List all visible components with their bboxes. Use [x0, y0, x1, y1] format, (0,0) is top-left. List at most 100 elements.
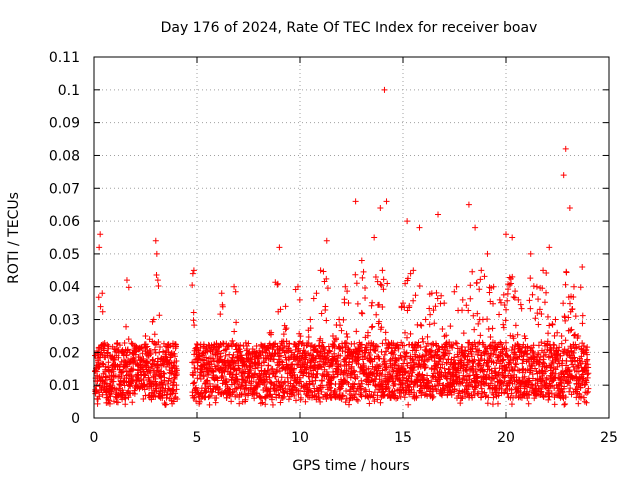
roti-marker: [384, 377, 391, 384]
roti-marker: [365, 381, 372, 388]
roti-marker: [462, 347, 469, 354]
roti-point: [158, 355, 165, 362]
roti-marker: [242, 339, 249, 346]
roti-point: [301, 342, 308, 349]
roti-marker: [474, 310, 481, 317]
roti-marker: [155, 339, 162, 346]
roti-point: [97, 231, 104, 238]
roti-marker: [426, 321, 433, 328]
roti-marker: [384, 280, 391, 287]
roti-marker: [451, 385, 458, 392]
roti-marker: [476, 286, 483, 293]
roti-marker: [463, 367, 470, 374]
roti-marker: [358, 309, 365, 316]
roti-marker: [217, 350, 224, 357]
roti-marker: [561, 401, 568, 408]
roti-marker: [510, 335, 517, 342]
roti-point: [323, 237, 330, 244]
roti-marker: [238, 391, 245, 398]
roti-marker: [390, 368, 397, 375]
roti-marker: [431, 320, 438, 327]
roti-marker: [111, 356, 118, 363]
roti-marker: [125, 394, 132, 401]
roti-marker: [354, 373, 361, 380]
roti-marker: [538, 339, 545, 346]
roti-marker: [379, 367, 386, 374]
roti-marker: [372, 364, 379, 371]
roti-marker: [428, 347, 435, 354]
roti-marker: [292, 397, 299, 404]
roti-marker: [107, 393, 114, 400]
roti-marker: [312, 374, 319, 381]
roti-marker: [272, 340, 279, 347]
roti-marker: [231, 366, 238, 373]
roti-point: [218, 290, 225, 297]
roti-marker: [270, 341, 277, 348]
roti-marker: [376, 318, 383, 325]
roti-point: [235, 342, 242, 349]
roti-point: [472, 224, 479, 231]
roti-marker: [197, 375, 204, 382]
roti-marker: [562, 337, 569, 344]
roti-marker: [418, 322, 425, 329]
roti-marker: [442, 340, 449, 347]
roti-marker: [424, 333, 431, 340]
roti-marker: [297, 387, 304, 394]
roti-marker: [385, 385, 392, 392]
roti-marker: [217, 311, 224, 318]
roti-marker: [440, 382, 447, 389]
roti-marker: [280, 331, 287, 338]
y-tick-label: 0.02: [49, 345, 80, 361]
roti-marker: [463, 302, 470, 309]
roti-point: [202, 349, 209, 356]
y-tick-label: 0: [71, 411, 80, 427]
roti-point: [128, 355, 135, 362]
roti-marker: [269, 401, 276, 408]
roti-marker: [129, 367, 136, 374]
roti-point: [389, 349, 396, 356]
roti-marker: [498, 341, 505, 348]
roti-marker: [318, 310, 325, 317]
roti-marker: [475, 361, 482, 368]
roti-marker: [366, 400, 373, 407]
roti-marker: [490, 375, 497, 382]
roti-marker: [156, 312, 163, 319]
roti-marker: [228, 398, 235, 405]
roti-marker: [332, 388, 339, 395]
roti-marker: [469, 394, 476, 401]
roti-marker: [477, 332, 484, 339]
roti-marker: [414, 343, 421, 350]
roti-point: [294, 283, 301, 290]
roti-marker: [470, 312, 477, 319]
roti-point: [381, 86, 388, 93]
roti-marker: [444, 347, 451, 354]
roti-marker: [443, 332, 450, 339]
roti-marker: [191, 322, 198, 329]
roti-marker: [208, 389, 215, 396]
roti-point: [371, 234, 378, 241]
roti-marker: [465, 382, 472, 389]
roti-marker: [128, 340, 135, 347]
roti-marker: [410, 383, 417, 390]
roti-marker: [223, 378, 230, 385]
roti-marker: [583, 389, 590, 396]
roti-marker: [274, 281, 281, 288]
roti-marker: [262, 401, 269, 408]
roti-marker: [563, 268, 570, 275]
roti-point: [123, 277, 130, 284]
roti-marker: [452, 359, 459, 366]
roti-point: [490, 283, 497, 290]
roti-marker: [403, 349, 410, 356]
roti-point: [422, 316, 429, 323]
roti-marker: [316, 395, 323, 402]
roti-marker: [189, 282, 196, 289]
roti-marker: [513, 361, 520, 368]
roti-marker: [251, 395, 258, 402]
roti-marker: [558, 340, 565, 347]
roti-marker: [110, 368, 117, 375]
roti-marker: [353, 280, 360, 287]
roti-marker: [379, 383, 386, 390]
roti-marker: [491, 382, 498, 389]
roti-marker: [379, 340, 386, 347]
roti-marker: [512, 360, 519, 367]
